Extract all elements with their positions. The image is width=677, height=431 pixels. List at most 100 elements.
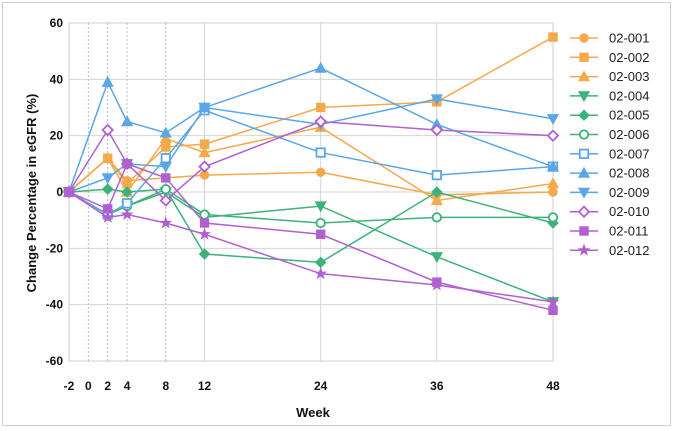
legend-label: 02-010 xyxy=(609,204,649,219)
data-point xyxy=(431,186,443,198)
legend-label: 02-003 xyxy=(609,69,649,84)
data-point xyxy=(122,159,132,169)
x-tick-label: 2 xyxy=(104,379,111,393)
x-tick-label: 48 xyxy=(546,379,560,393)
x-tick-labels: -2 0 2 4 8 12 24 36 48 xyxy=(64,379,560,393)
x-tick-label: 4 xyxy=(124,379,131,393)
data-point xyxy=(120,115,134,127)
legend-item: 02-009 xyxy=(570,185,649,200)
series-line xyxy=(68,162,554,312)
data-point xyxy=(315,229,326,239)
data-point xyxy=(546,114,560,126)
data-point xyxy=(430,123,444,137)
y-tick-label: -40 xyxy=(46,298,64,312)
data-point xyxy=(198,227,211,240)
y-tick-label: 0 xyxy=(56,185,63,199)
data-point xyxy=(577,70,591,82)
series-02-012 xyxy=(62,185,560,308)
data-point xyxy=(430,278,444,291)
y-tick-label: 20 xyxy=(50,129,64,143)
data-point xyxy=(101,173,114,185)
data-point xyxy=(121,198,133,209)
chart-frame: -2 0 2 4 8 12 24 36 48 -60 -40 -20 0 20 40 60 Week Cha… xyxy=(2,2,671,426)
data-point xyxy=(199,218,210,228)
grid xyxy=(68,22,554,362)
data-point xyxy=(577,166,591,178)
data-point xyxy=(546,177,560,189)
legend-label: 02-004 xyxy=(609,88,649,103)
data-point xyxy=(548,305,558,316)
legend-item: 02-005 xyxy=(570,108,649,123)
data-point xyxy=(198,102,211,114)
data-point xyxy=(314,256,327,269)
legend-item: 02-008 xyxy=(570,166,649,181)
data-point xyxy=(101,75,114,87)
legend: 02-001 02-002 02-003 02-004 02-005 02-006 02-0… xyxy=(570,31,649,258)
legend-label: 02-007 xyxy=(609,146,649,161)
data-point xyxy=(546,295,560,308)
legend-item: 02-007 xyxy=(570,146,649,161)
data-point xyxy=(120,207,134,221)
legend-label: 02-012 xyxy=(609,243,649,258)
data-point xyxy=(198,146,211,158)
data-point xyxy=(577,187,591,199)
data-point xyxy=(159,132,172,144)
x-tick-label: 0 xyxy=(85,379,92,393)
data-point xyxy=(161,142,171,152)
data-point xyxy=(315,147,326,158)
data-point xyxy=(159,216,173,229)
data-point xyxy=(314,266,328,280)
data-point xyxy=(546,129,560,142)
legend-label: 02-001 xyxy=(609,31,649,46)
x-axis-title: Week xyxy=(296,405,330,420)
legend-item: 02-004 xyxy=(570,88,649,103)
data-point xyxy=(160,184,171,195)
legend-item: 02-012 xyxy=(570,243,649,258)
y-tick-label: 40 xyxy=(50,72,64,86)
series-line xyxy=(68,67,554,193)
data-point xyxy=(430,194,443,206)
legend-item: 02-006 xyxy=(570,127,649,142)
x-tick-label: 24 xyxy=(314,379,328,393)
data-point xyxy=(62,185,76,198)
data-point xyxy=(547,217,559,229)
data-point xyxy=(577,205,591,219)
series-02-004 xyxy=(62,187,560,309)
data-point xyxy=(198,160,211,173)
y-tick-label: 60 xyxy=(50,16,64,30)
series-line xyxy=(68,126,554,202)
legend-label: 02-009 xyxy=(609,185,649,200)
data-point xyxy=(161,173,171,183)
y-tick-label: -20 xyxy=(46,241,64,255)
data-point xyxy=(577,91,591,103)
y-tick-labels: -60 -40 -20 0 20 40 60 xyxy=(46,16,64,368)
data-point xyxy=(315,167,326,177)
data-point xyxy=(431,212,442,223)
legend-item: 02-011 xyxy=(570,224,649,239)
data-point xyxy=(577,243,591,256)
legend-label: 02-005 xyxy=(609,108,649,123)
legend-label: 02-002 xyxy=(609,50,649,65)
data-point xyxy=(547,212,559,223)
data-point xyxy=(199,209,210,220)
data-point xyxy=(121,186,133,198)
series-02-005 xyxy=(63,183,559,269)
data-point xyxy=(314,61,327,73)
data-point xyxy=(430,94,443,106)
series-line xyxy=(68,191,554,303)
data-point xyxy=(159,194,173,207)
legend-label: 02-008 xyxy=(609,166,649,181)
data-point xyxy=(159,161,172,173)
legend-label: 02-011 xyxy=(609,224,649,239)
data-point xyxy=(101,183,114,195)
data-point xyxy=(579,226,589,236)
data-point xyxy=(314,115,327,128)
data-point xyxy=(546,160,560,172)
data-point xyxy=(159,126,172,138)
series-line xyxy=(68,120,554,202)
data-point xyxy=(315,102,326,113)
data-point xyxy=(101,151,114,163)
data-point xyxy=(578,148,590,159)
series-line xyxy=(68,157,554,196)
legend-label: 02-006 xyxy=(609,127,649,142)
